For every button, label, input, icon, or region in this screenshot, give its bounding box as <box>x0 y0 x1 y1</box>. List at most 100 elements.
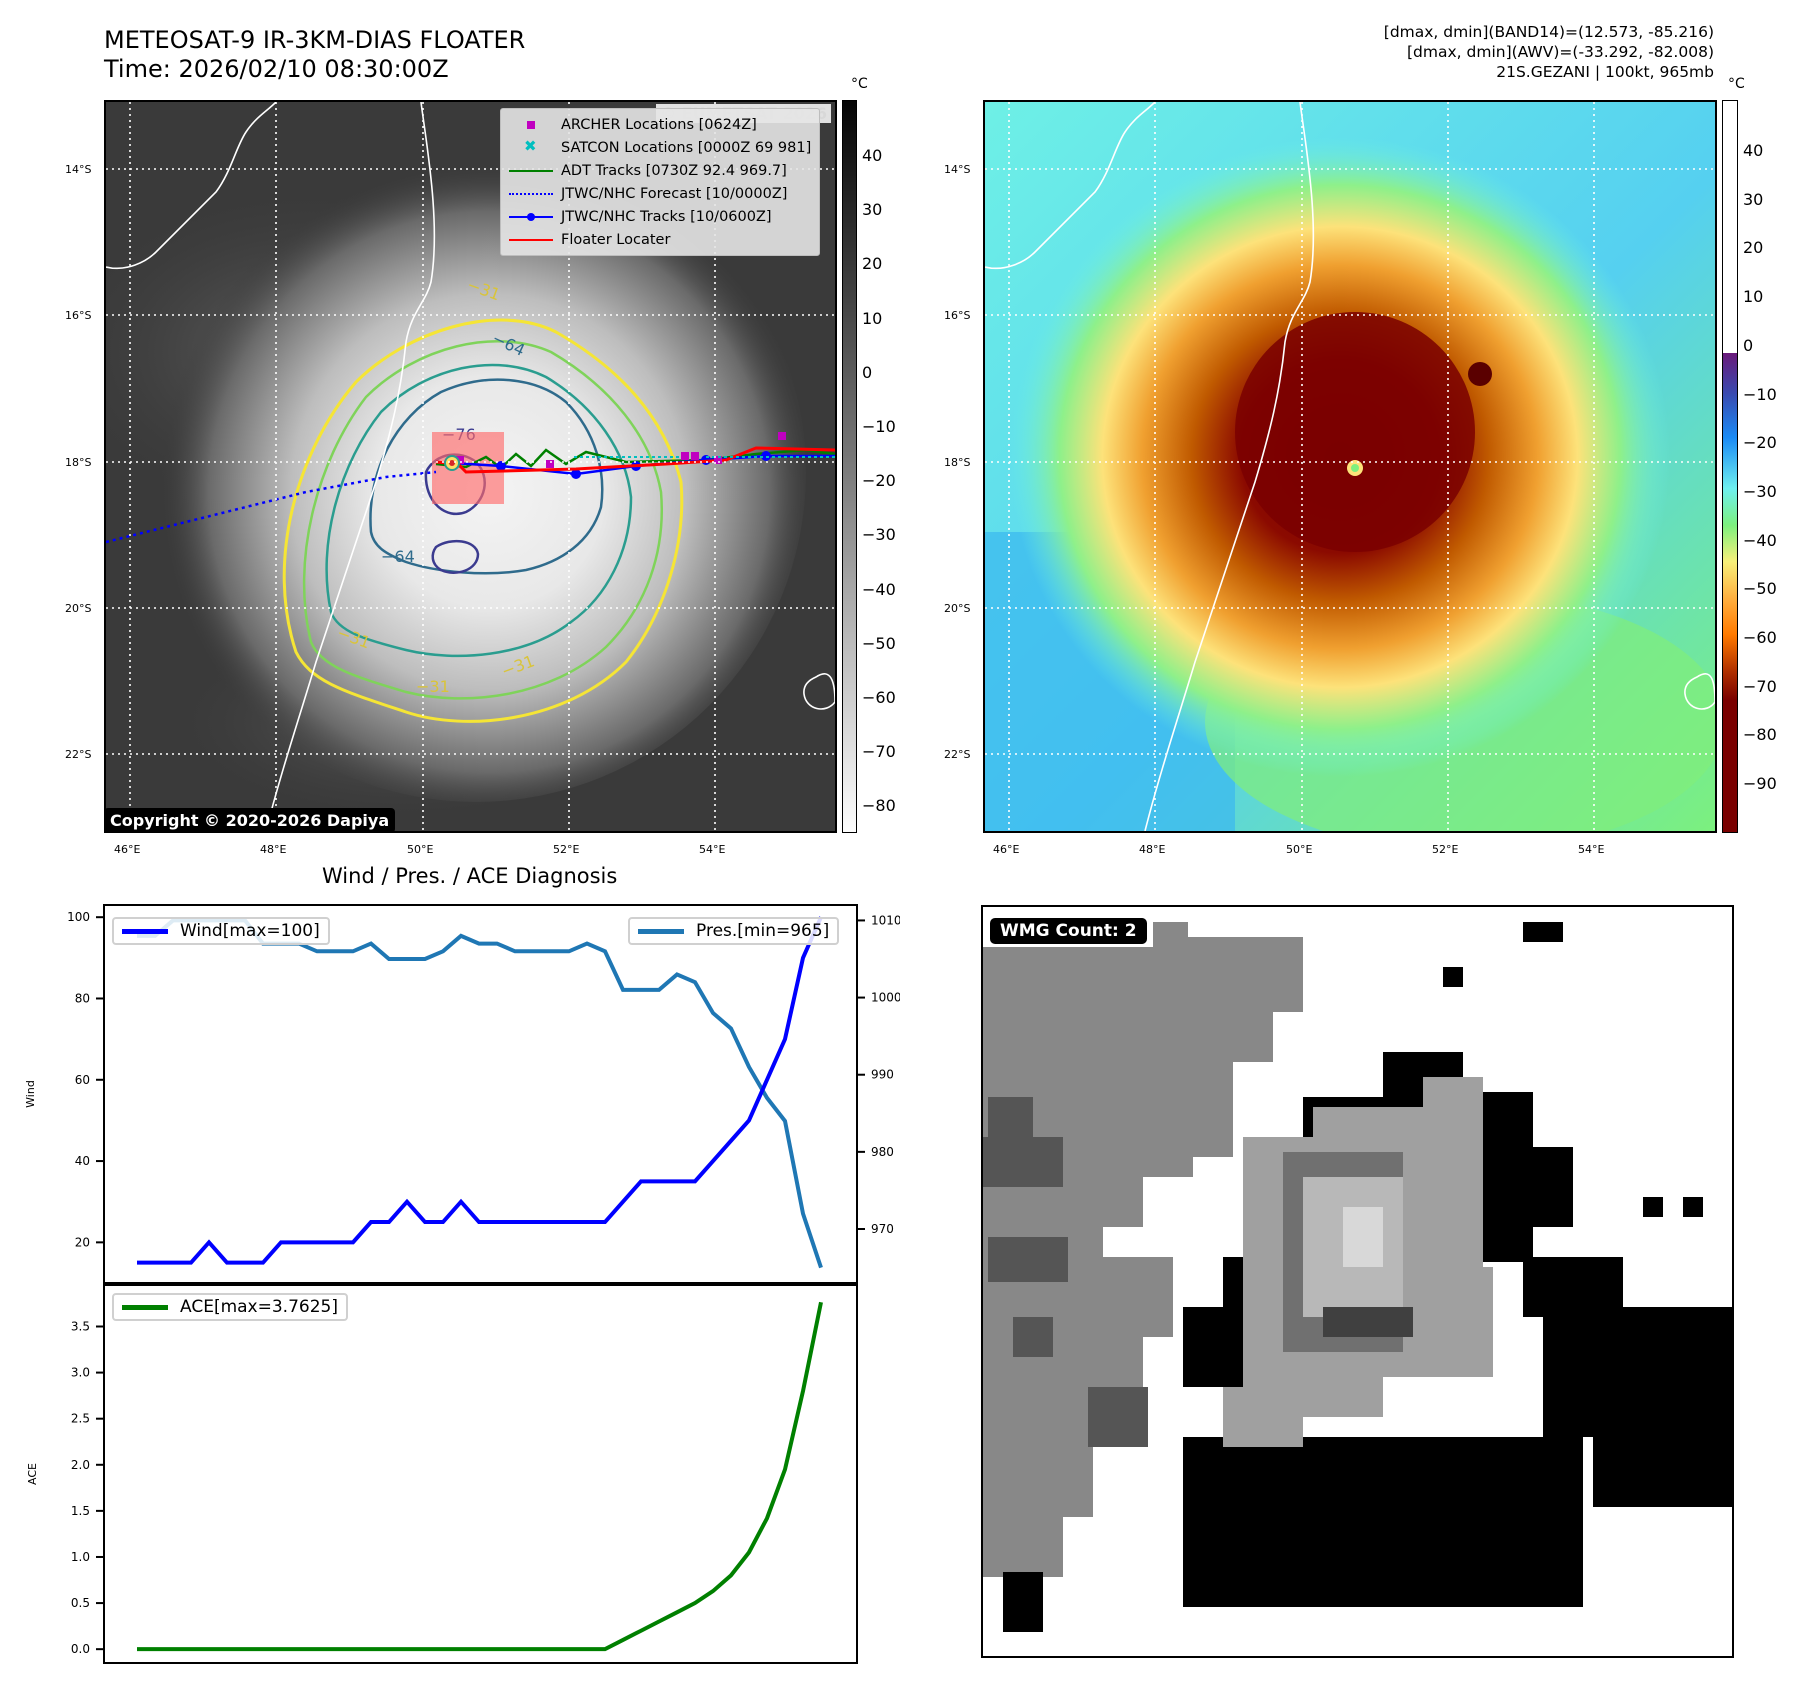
colorbar-tick-label: 20 <box>1743 238 1764 258</box>
line-dot-icon <box>509 210 553 224</box>
convective-cell <box>1468 362 1492 386</box>
colorbar-tick-label: −30 <box>862 525 896 545</box>
legend-label: Pres.[min=965] <box>696 921 830 941</box>
dotted-line-icon <box>509 187 553 201</box>
colorbar-tick-label: −10 <box>1743 384 1777 404</box>
wmg-gray-region <box>983 922 1303 1577</box>
coastline <box>1144 102 1315 831</box>
wind-pressure-chart: 2040608010097098099010001010WindPressure <box>24 904 900 1284</box>
colorbar-tick-label: −60 <box>1743 628 1777 647</box>
lat-label: 22°S <box>65 748 92 761</box>
contour-minus52-teal <box>325 363 633 658</box>
ace-legend: ACE[max=3.7625] <box>112 1293 348 1321</box>
stats-band14: [dmax, dmin](BAND14)=(12.573, -85.216) <box>1383 23 1714 41</box>
wmg-count-badge: WMG Count: 2 <box>990 918 1147 944</box>
lat-label: 18°S <box>65 456 92 469</box>
ace-ytick-label: 3.0 <box>71 1366 90 1380</box>
coastline-north <box>106 102 277 270</box>
legend-label: JTWC/NHC Tracks [10/0600Z] <box>561 208 772 225</box>
colorbar-tick-label: 40 <box>862 146 883 165</box>
floater-box <box>432 432 504 504</box>
contour-minus76-navy-2 <box>431 539 480 574</box>
storm-core <box>1235 312 1475 552</box>
wind-plot-area <box>103 904 858 1284</box>
colorbar-tick-label: 10 <box>1743 287 1764 307</box>
lon-label: 52°E <box>553 843 580 856</box>
stats-storm: 21S.GEZANI | 100kt, 965mb <box>1496 63 1714 81</box>
legend-label: Wind[max=100] <box>180 921 320 941</box>
colorbar-tick-label: −60 <box>862 688 896 707</box>
legend-label: SATCON Locations [0000Z 69 981] <box>561 139 812 156</box>
lon-label: 48°E <box>260 843 287 856</box>
colorbar-tick-label: −70 <box>862 742 896 762</box>
ace-ytick-label: 2.5 <box>71 1412 90 1426</box>
colorbar-unit: °C <box>851 76 868 92</box>
colorbar-tick-label: 30 <box>1743 189 1764 209</box>
contour-minus31-yellow <box>282 318 684 723</box>
ir-map-panel[interactable]: −31 −31 −31 −31 −64 −64 −76 <box>104 100 837 833</box>
colorbar-tick-label: −10 <box>862 417 896 436</box>
colorbar-tick-label: 10 <box>862 308 883 328</box>
wmg-panel[interactable] <box>981 905 1734 1658</box>
square-marker-icon <box>509 118 553 132</box>
pressure-ytick-label: 970 <box>871 1222 894 1236</box>
pressure-ytick-label: 1010 <box>871 913 900 927</box>
ace-ytick-label: 0.5 <box>71 1596 90 1610</box>
legend-label: ARCHER Locations [0624Z] <box>561 116 757 133</box>
colorbar-tick-label: −70 <box>1743 676 1777 696</box>
legend-item-tracks: JTWC/NHC Tracks [10/0600Z] <box>509 205 811 228</box>
color-gridlines <box>985 102 1715 831</box>
wind-ytick-label: 40 <box>75 1154 90 1168</box>
wmg-canvas <box>983 922 1732 1632</box>
colorbar-tick-label: 30 <box>862 200 883 220</box>
title-satellite: METEOSAT-9 IR-3KM-DIAS FLOATER <box>104 26 526 54</box>
lon-label: 46°E <box>114 843 141 856</box>
pressure-ytick-label: 980 <box>871 1145 894 1159</box>
colorbar-tick-label: −40 <box>1743 530 1777 550</box>
lat-label: 14°S <box>944 163 971 176</box>
x-marker-icon: ✖ <box>524 136 537 155</box>
lon-label: 50°E <box>407 843 434 856</box>
colorbar-tick-label: 40 <box>1743 141 1764 160</box>
legend-item-adt: ADT Tracks [0730Z 92.4 969.7] <box>509 159 811 182</box>
lon-label: 46°E <box>993 843 1020 856</box>
lat-label: 20°S <box>65 602 92 615</box>
diagnosis-title: Wind / Pres. / ACE Diagnosis <box>322 864 618 888</box>
ace-chart: 0.0 0.5 1.0 1.5 2.0 2.5 3.0 3.5 ACE <box>26 1284 858 1664</box>
ace-plot-area <box>103 1284 858 1664</box>
legend-item-floater: Floater Locater <box>509 228 811 251</box>
color-map-panel[interactable] <box>983 100 1717 833</box>
line-icon <box>509 164 553 178</box>
colorbar-tick-label: −80 <box>1743 725 1777 745</box>
lat-label: 16°S <box>944 309 971 322</box>
ace-ytick-label: 1.0 <box>71 1550 90 1564</box>
wind-axis-label: Wind <box>24 1080 37 1108</box>
wind-legend: Wind[max=100] <box>112 917 330 945</box>
colorbar-unit: °C <box>1728 76 1745 92</box>
pressure-legend: Pres.[min=965] <box>628 917 840 945</box>
colorbar-tick-label: 0 <box>1743 335 1754 355</box>
colorbar-tick-label: −80 <box>862 796 896 816</box>
wind-ytick-label: 60 <box>75 1073 90 1087</box>
ir-colorbar <box>842 100 857 833</box>
figure-title: METEOSAT-9 IR-3KM-DIAS FLOATER Time: 2026… <box>104 26 525 84</box>
storm-stats: [dmax, dmin](BAND14)=(12.573, -85.216) [d… <box>1384 22 1714 82</box>
lon-label: 52°E <box>1432 843 1459 856</box>
legend-swatch <box>122 1304 168 1310</box>
colorbar-tick-label: −90 <box>1743 774 1777 794</box>
legend-item-forecast: JTWC/NHC Forecast [10/0000Z] <box>509 182 811 205</box>
adt-track <box>435 448 835 470</box>
legend-label: ADT Tracks [0730Z 92.4 969.7] <box>561 162 787 179</box>
contour-minus64-blue <box>369 378 604 575</box>
ace-ytick-label: 0.0 <box>71 1642 90 1656</box>
legend-label: JTWC/NHC Forecast [10/0000Z] <box>561 185 788 202</box>
lon-label: 54°E <box>1578 843 1605 856</box>
color-colorbar <box>1722 100 1738 833</box>
wind-ytick-label: 100 <box>67 910 90 924</box>
contour-label: −64 <box>381 547 415 566</box>
wmg-inner-core <box>1283 1152 1413 1352</box>
storm-eye-center <box>1351 464 1359 472</box>
ir-map-legend: ARCHER Locations [0624Z] ✖ SATCON Locatio… <box>500 108 821 256</box>
legend-swatch <box>122 928 168 934</box>
coastline <box>265 102 436 831</box>
